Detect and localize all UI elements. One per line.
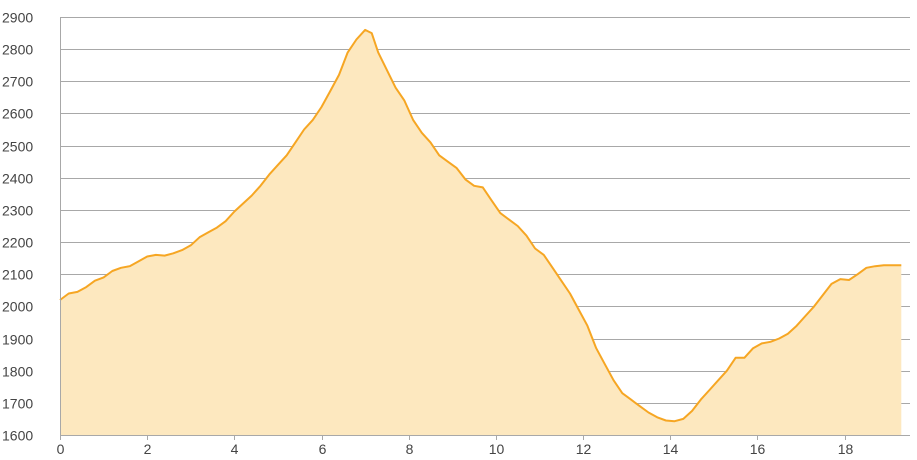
x-tick-label: 12 (576, 441, 592, 457)
y-tick-label: 2000 (2, 299, 33, 315)
y-tick-label: 2400 (2, 171, 33, 187)
x-tick-label: 8 (406, 441, 414, 457)
y-tick-label: 1600 (2, 428, 33, 444)
y-tick-label: 2300 (2, 203, 33, 219)
x-tick-label: 18 (838, 441, 854, 457)
y-tick-label: 2700 (2, 74, 33, 90)
area-series (59, 28, 902, 436)
y-tick-label: 1900 (2, 332, 33, 348)
y-tick-label: 1800 (2, 364, 33, 380)
x-tick-label: 4 (231, 441, 239, 457)
area-fill (60, 29, 902, 436)
axes (60, 17, 910, 440)
y-tick-label: 2100 (2, 267, 33, 283)
x-tick-label: 0 (57, 441, 65, 457)
y-tick-label: 1700 (2, 396, 33, 412)
series-line (59, 28, 902, 423)
x-tick-labels: 0 2 4 6 8 10 12 14 16 18 (57, 441, 854, 457)
y-tick-label: 2600 (2, 106, 33, 122)
y-tick-labels: 1600 1700 1800 1900 2000 2100 2200 2300 2400 2500… (2, 10, 33, 444)
y-tick-label: 2900 (2, 10, 33, 26)
x-tick-label: 2 (144, 441, 152, 457)
x-tick-label: 6 (319, 441, 327, 457)
x-tick-label: 16 (750, 441, 766, 457)
x-tick-label: 10 (489, 441, 505, 457)
y-tick-label: 2800 (2, 42, 33, 58)
x-tick-label: 14 (663, 441, 679, 457)
y-tick-label: 2500 (2, 139, 33, 155)
y-tick-label: 2200 (2, 235, 33, 251)
